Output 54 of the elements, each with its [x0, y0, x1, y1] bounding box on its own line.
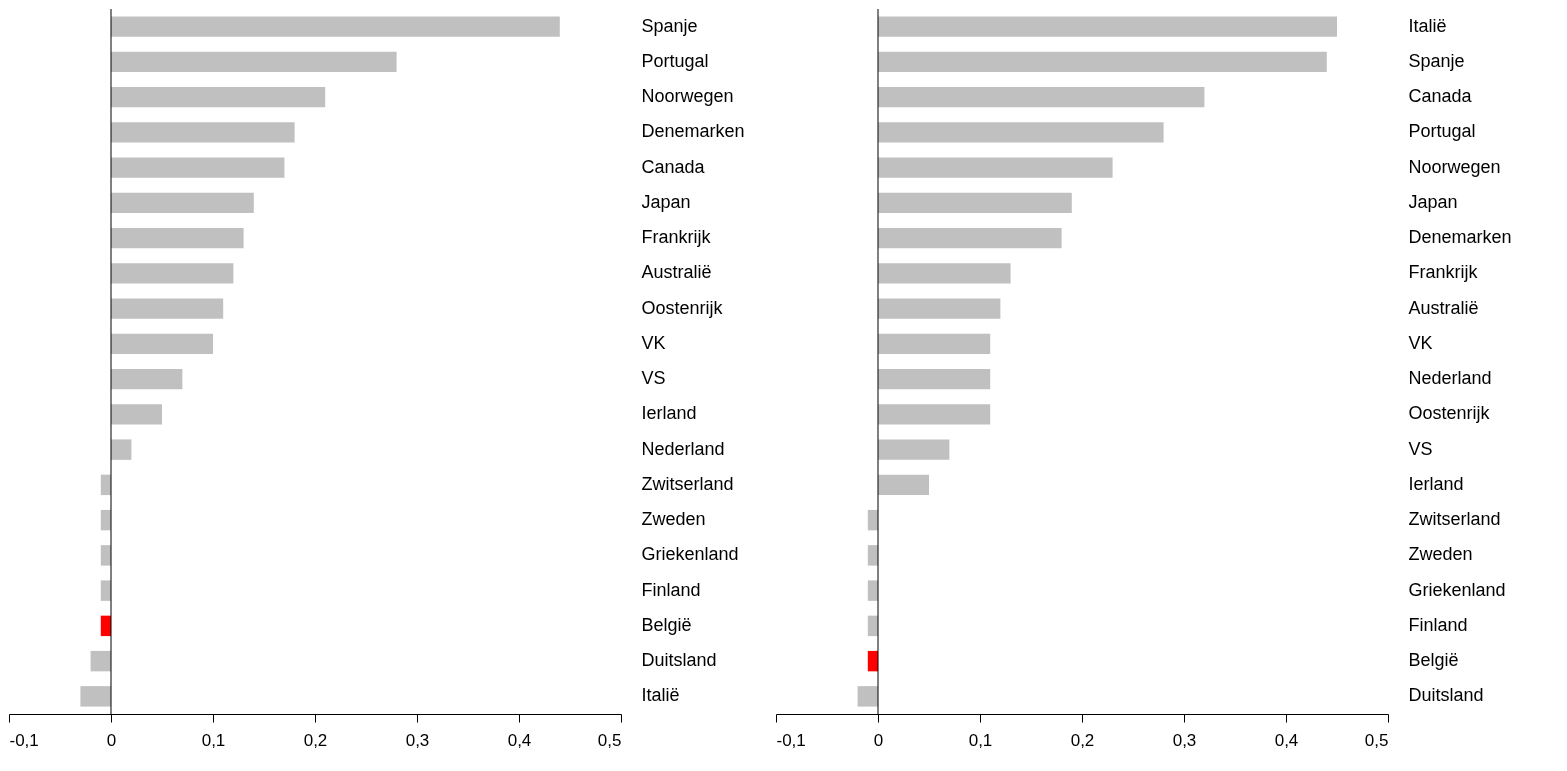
x-tick-label: 0,1	[201, 730, 226, 750]
y-tick-label: VS	[1408, 438, 1433, 459]
x-tick-label: 0,2	[1070, 730, 1095, 750]
x-tick-label: -0,1	[776, 730, 806, 750]
y-tick-label: Denemarken	[1408, 227, 1512, 248]
y-tick-label: Portugal	[641, 50, 709, 71]
y-tick-label: Frankrijk	[1408, 262, 1479, 283]
y-tick-label: VK	[1408, 332, 1433, 353]
y-tick-label: Australië	[1408, 297, 1479, 318]
y-tick-label: Nederland	[1408, 368, 1492, 389]
y-tick-label: Oostenrijk	[641, 297, 724, 318]
y-tick-label: Portugal	[1408, 121, 1476, 142]
y-tick-label: Spanje	[1408, 50, 1465, 71]
y-tick-label: Oostenrijk	[1408, 403, 1491, 424]
y-tick-label: Zwitserland	[1408, 509, 1501, 530]
y-tick-label: Canada	[641, 156, 706, 177]
y-tick-label: Canada	[1408, 86, 1473, 107]
x-tick-label: 0,5	[597, 730, 622, 750]
y-tick-label: Denemarken	[641, 121, 745, 142]
x-tick-label: 0	[873, 730, 884, 750]
x-tick-label: -0,1	[9, 730, 39, 750]
y-tick-label: Duitsland	[641, 650, 717, 671]
y-tick-label: Griekenland	[1408, 579, 1506, 600]
y-tick-label: België	[641, 614, 692, 635]
x-tick-label: 0,3	[1172, 730, 1197, 750]
y-tick-label: Japan	[1408, 191, 1458, 212]
y-tick-label: Noorwegen	[641, 86, 734, 107]
y-tick-label: Spanje	[641, 15, 698, 36]
x-tick-label: 0,4	[1274, 730, 1299, 750]
y-tick-label: Zwitserland	[641, 473, 734, 494]
y-tick-label: Australië	[641, 262, 712, 283]
x-tick-label: 0,5	[1364, 730, 1389, 750]
y-tick-label: Frankrijk	[641, 227, 712, 248]
y-tick-label: Japan	[641, 191, 691, 212]
y-tick-label: Duitsland	[1408, 685, 1484, 706]
x-tick-label: 0,2	[303, 730, 328, 750]
y-tick-label: Finland	[1408, 614, 1468, 635]
y-tick-label: Griekenland	[641, 544, 739, 565]
y-tick-label: Ierland	[1408, 473, 1464, 494]
y-tick-label: Zweden	[641, 509, 706, 530]
y-tick-label: Noorwegen	[1408, 156, 1501, 177]
x-tick-label: 0	[106, 730, 117, 750]
y-tick-label: Ierland	[641, 403, 697, 424]
y-tick-label: België	[1408, 650, 1459, 671]
x-tick-label: 0,3	[405, 730, 430, 750]
y-tick-label: Italië	[641, 685, 680, 706]
y-tick-label: Finland	[641, 579, 701, 600]
y-tick-label: Zweden	[1408, 544, 1473, 565]
y-tick-label: Nederland	[641, 438, 725, 459]
y-tick-label: VS	[641, 368, 666, 389]
y-tick-label: Italië	[1408, 15, 1447, 36]
x-tick-label: 0,1	[968, 730, 993, 750]
y-tick-label: VK	[641, 332, 666, 353]
x-tick-label: 0,4	[507, 730, 532, 750]
